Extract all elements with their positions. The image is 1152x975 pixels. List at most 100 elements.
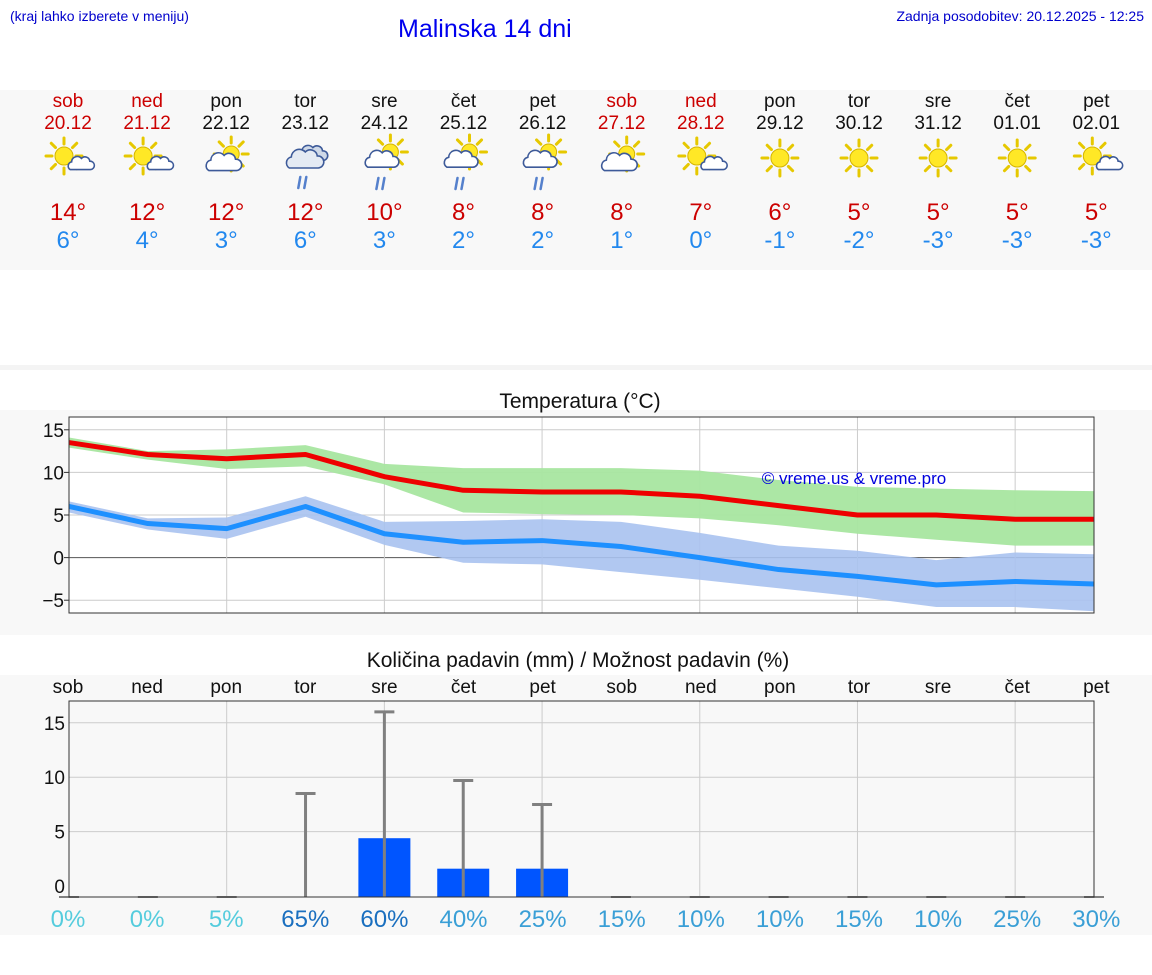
precip-probability: 15%	[835, 906, 883, 933]
precip-day-label: ned	[131, 677, 163, 698]
sun-cloud-icon	[123, 136, 175, 176]
sun-icon	[839, 138, 879, 178]
day-name: pet	[1083, 91, 1110, 112]
temp-min: 3°	[373, 227, 396, 254]
day-date: 25.12	[440, 113, 488, 134]
day-date: 01.01	[993, 113, 1041, 134]
y-tick-label: 0	[53, 549, 64, 570]
precip-probability: 60%	[360, 906, 408, 933]
day-date: 24.12	[361, 113, 409, 134]
precip-probability: 10%	[677, 906, 725, 933]
precip-probability: 25%	[519, 906, 567, 933]
precip-day-label: pet	[529, 677, 556, 698]
precip-probability: 0%	[130, 906, 165, 933]
day-date: 23.12	[282, 113, 330, 134]
precip-probability: 0%	[51, 906, 86, 933]
temp-max: 8°	[531, 199, 554, 226]
last-updated: Zadnja posodobitev: 20.12.2025 - 12:25	[896, 8, 1144, 24]
divider	[0, 365, 1152, 370]
day-date: 02.01	[1073, 113, 1121, 134]
precip-day-label: pon	[210, 677, 242, 698]
day-date: 30.12	[835, 113, 883, 134]
forecast-panel	[0, 90, 1152, 270]
partly-cloudy-icon	[205, 135, 250, 173]
day-name: tor	[848, 91, 871, 112]
y-tick-label: 10	[43, 463, 64, 484]
precip-probability: 30%	[1072, 906, 1120, 933]
day-date: 20.12	[44, 113, 92, 134]
temp-min: -3°	[1081, 227, 1112, 254]
sun-cloud-icon	[1072, 136, 1124, 176]
watermark: © vreme.us & vreme.pro	[762, 469, 946, 488]
temp-max: 5°	[848, 199, 871, 226]
day-name: pon	[764, 91, 796, 112]
temp-max: 8°	[452, 199, 475, 226]
partly-cloudy-rain-icon	[364, 133, 409, 191]
day-name: sre	[925, 91, 951, 112]
day-date: 28.12	[677, 113, 725, 134]
sun-icon	[918, 138, 958, 178]
day-date: 27.12	[598, 113, 646, 134]
precip-day-label: čet	[1005, 677, 1031, 698]
precip-probability: 65%	[281, 906, 329, 933]
precip-day-label: tor	[294, 677, 317, 698]
precipitation-frame	[68, 700, 1095, 898]
day-name: sob	[53, 91, 84, 112]
precip-probability: 10%	[756, 906, 804, 933]
day-date: 22.12	[202, 113, 250, 134]
temp-max: 12°	[208, 199, 244, 226]
min-range-band	[69, 496, 1094, 612]
day-name: tor	[294, 91, 317, 112]
partly-cloudy-rain-icon	[443, 133, 488, 191]
temp-max: 12°	[129, 199, 165, 226]
temp-max: 6°	[768, 199, 791, 226]
sun-cloud-icon	[44, 136, 96, 176]
precip-day-label: sre	[925, 677, 951, 698]
partly-cloudy-rain-icon	[522, 133, 568, 191]
temp-min: 6°	[57, 227, 80, 254]
cloudy-rain-icon	[285, 144, 329, 190]
precip-probability: 40%	[439, 906, 487, 933]
partly-cloudy-icon	[600, 135, 646, 173]
precip-day-label: sre	[371, 677, 397, 698]
precip-day-label: pon	[764, 677, 796, 698]
temp-min: 0°	[689, 227, 712, 254]
precip-probability: 25%	[993, 906, 1041, 933]
precip-day-label: sob	[606, 677, 637, 698]
y-tick-label: 5	[54, 823, 65, 844]
temp-max: 5°	[1006, 199, 1029, 226]
day-date: 26.12	[519, 113, 567, 134]
temp-min: 2°	[452, 227, 475, 254]
temperature-frame	[68, 416, 1095, 614]
day-name: sob	[606, 91, 637, 112]
precip-probability: 10%	[914, 906, 962, 933]
precip-day-label: ned	[685, 677, 717, 698]
day-name: sre	[371, 91, 397, 112]
precip-day-label: tor	[848, 677, 871, 698]
max-temp-line	[68, 440, 1094, 522]
precip-day-label: sob	[53, 677, 84, 698]
y-tick-label: −5	[42, 591, 64, 612]
precip-day-label: čet	[451, 677, 477, 698]
sun-cloud-icon	[677, 136, 728, 176]
temp-min: 6°	[294, 227, 317, 254]
temp-min: 1°	[610, 227, 633, 254]
page-title: Malinska 14 dni	[398, 15, 572, 43]
day-name: ned	[685, 91, 717, 112]
temp-max: 7°	[689, 199, 712, 226]
day-name: čet	[451, 91, 477, 112]
y-tick-label: 10	[44, 768, 65, 789]
precip-probability: 5%	[209, 906, 244, 933]
sun-icon	[760, 138, 800, 178]
y-tick-label: 15	[43, 421, 64, 442]
day-date: 21.12	[123, 113, 171, 134]
temp-min: 4°	[136, 227, 159, 254]
precipitation-plot-area	[69, 701, 1094, 897]
day-name: čet	[1005, 91, 1031, 112]
menu-hint: (kraj lahko izberete v meniju)	[10, 8, 189, 24]
day-name: pet	[529, 91, 556, 112]
y-tick-label: 5	[53, 506, 64, 527]
temp-max: 12°	[287, 199, 323, 226]
y-tick-label: 0	[54, 877, 65, 898]
temp-max: 5°	[1085, 199, 1108, 226]
